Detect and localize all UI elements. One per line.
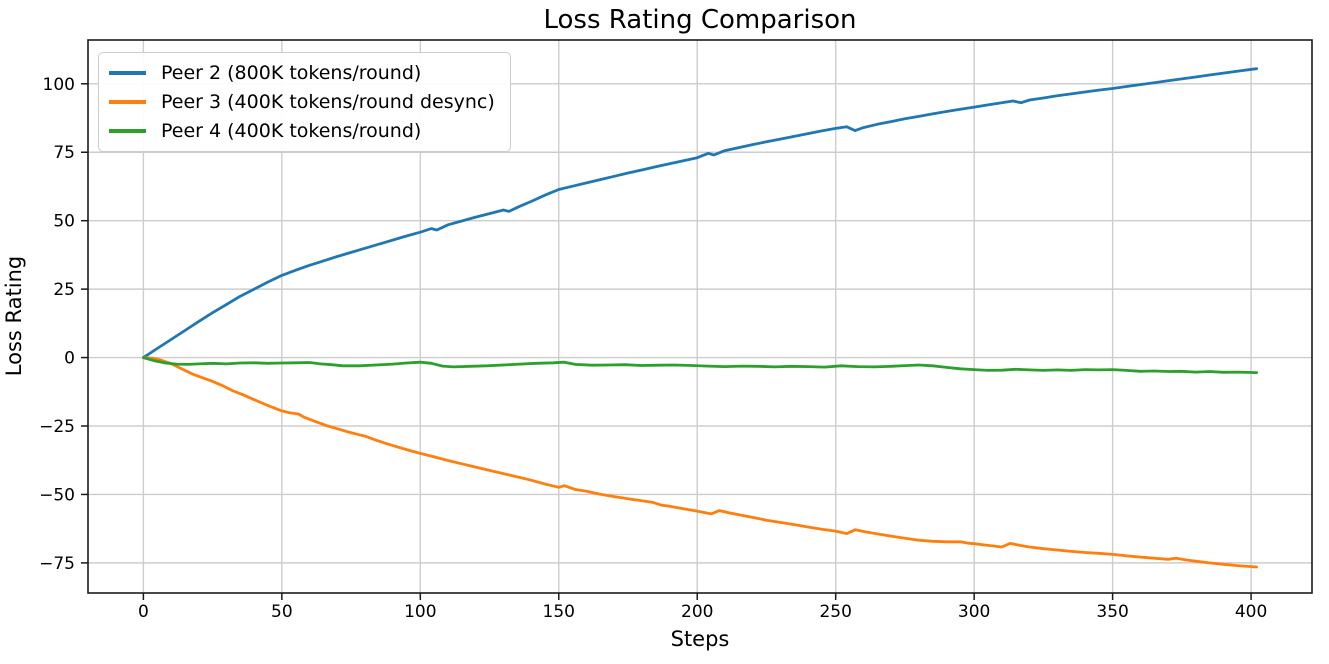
x-tick-label: 300 bbox=[958, 602, 990, 622]
y-tick-label: −25 bbox=[39, 417, 75, 437]
y-tick-label: 100 bbox=[43, 75, 75, 95]
series-line-1 bbox=[141, 67, 1258, 360]
tick-labels: 0 50 100 150 200 250 300 350 400 −75 −50 −25 0 25 50 75… bbox=[39, 75, 1267, 622]
plot-border bbox=[87, 39, 1313, 594]
x-axis-label: Steps bbox=[670, 627, 730, 651]
series-line-2 bbox=[141, 356, 1258, 569]
axis-ticks bbox=[81, 83, 1252, 600]
grid-lines bbox=[88, 40, 1312, 593]
legend-label: Peer 4 (400K tokens/round) bbox=[161, 120, 422, 142]
x-tick-label: 200 bbox=[681, 602, 713, 622]
x-tick-label: 0 bbox=[138, 602, 149, 622]
x-tick-label: 50 bbox=[271, 602, 293, 622]
y-axis-label: Loss Rating bbox=[2, 255, 26, 377]
x-tick-label: 250 bbox=[819, 602, 851, 622]
y-tick-label: −50 bbox=[39, 485, 75, 505]
y-tick-label: −75 bbox=[39, 554, 75, 574]
legend-item-2: Peer 3 (400K tokens/round desync) bbox=[109, 89, 495, 115]
chart-title: Loss Rating Comparison bbox=[543, 5, 857, 35]
legend-item-1: Peer 2 (800K tokens/round) bbox=[109, 60, 495, 86]
y-tick-label: 50 bbox=[53, 212, 75, 232]
legend-label: Peer 3 (400K tokens/round desync) bbox=[161, 91, 495, 113]
x-tick-label: 150 bbox=[543, 602, 575, 622]
legend: Peer 2 (800K tokens/round) Peer 3 (400K t… bbox=[98, 52, 511, 152]
legend-line-swatch bbox=[109, 129, 146, 133]
x-tick-label: 400 bbox=[1235, 602, 1267, 622]
legend-line-swatch bbox=[109, 71, 146, 75]
y-tick-label: 25 bbox=[53, 280, 75, 300]
y-tick-label: 75 bbox=[53, 143, 75, 163]
data-series bbox=[141, 67, 1258, 569]
series-line-3 bbox=[141, 356, 1258, 375]
x-tick-label: 100 bbox=[404, 602, 436, 622]
axes-spines bbox=[87, 39, 1313, 594]
x-tick-label: 350 bbox=[1096, 602, 1128, 622]
legend-item-3: Peer 4 (400K tokens/round) bbox=[109, 118, 495, 144]
y-tick-label: 0 bbox=[64, 349, 75, 369]
legend-line-swatch bbox=[109, 100, 146, 104]
legend-label: Peer 2 (800K tokens/round) bbox=[161, 62, 422, 84]
